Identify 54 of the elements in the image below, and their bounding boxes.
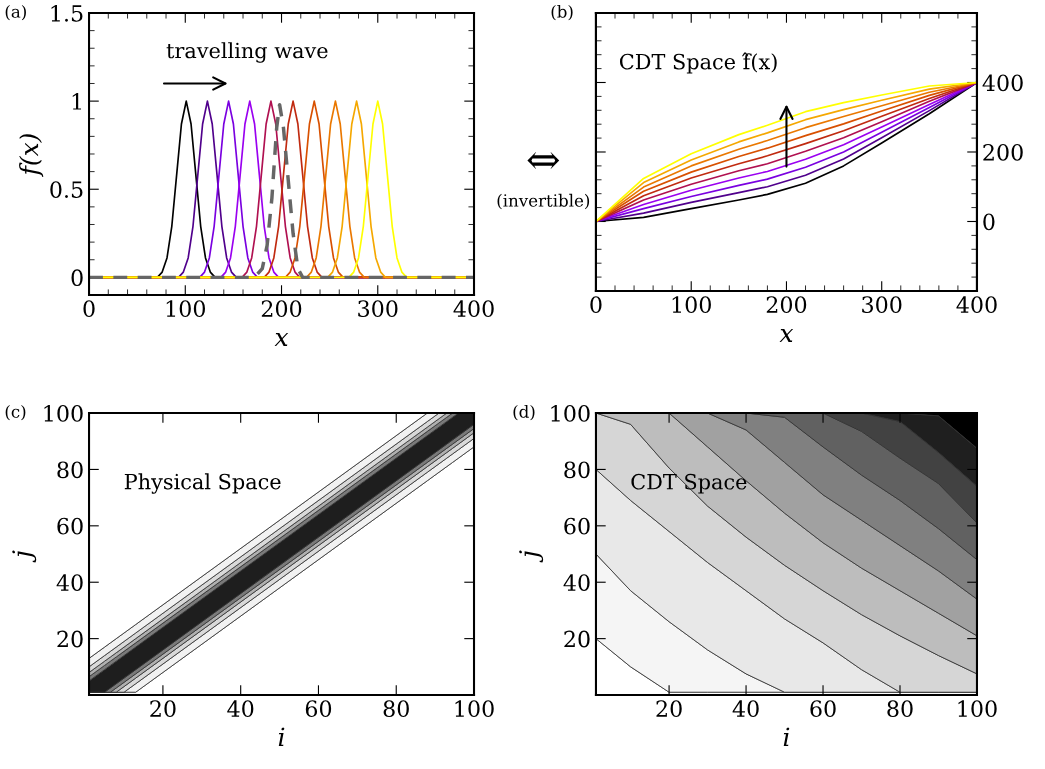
y-tick-label: 1 <box>72 93 82 110</box>
annotation: travelling wave <box>166 42 328 63</box>
y2-tick-label: 200 <box>983 143 1023 161</box>
x-tick-label: 20 <box>150 700 176 718</box>
x-axis-title: x <box>274 332 289 346</box>
x-tick-label: 200 <box>261 300 302 318</box>
x-axis-title: i <box>783 727 790 746</box>
x-tick-label: 60 <box>810 700 836 718</box>
x-tick-label: 100 <box>958 700 997 718</box>
y-tick-label: 20 <box>564 630 590 648</box>
annotation: Physical Space <box>124 473 281 494</box>
text: (c) <box>5 404 26 421</box>
x-tick-label: 40 <box>732 700 759 718</box>
y-tick-label: 0 <box>71 269 83 287</box>
annotation: CDT Space <box>631 473 747 494</box>
x-tick-label: 100 <box>672 296 711 314</box>
x-tick-label: 40 <box>227 700 254 718</box>
y2-tick-label: 400 <box>982 74 1023 92</box>
x-tick-label: 0 <box>83 300 95 318</box>
x-tick-label: 80 <box>383 700 409 718</box>
text: (invertible) <box>497 193 590 210</box>
text: (a) <box>5 4 26 21</box>
x-tick-label: 60 <box>305 700 332 718</box>
y-tick-label: 20 <box>57 630 83 648</box>
y-axis-title: f(x) <box>19 134 44 177</box>
x-tick-label: 80 <box>887 700 913 718</box>
y-tick-label: 40 <box>563 574 590 591</box>
x-tick-label: 100 <box>166 300 206 318</box>
y-tick-label: 100 <box>44 404 83 422</box>
x-tick-label: 400 <box>956 296 997 314</box>
x-tick-label: 20 <box>656 700 682 718</box>
x-tick-label: 300 <box>358 300 398 318</box>
x-tick-label: 100 <box>455 700 494 718</box>
text: (b) <box>551 4 573 21</box>
y-axis-title: j <box>12 550 37 563</box>
x-tick-label: 400 <box>453 300 494 318</box>
x-axis-title: i <box>278 727 285 746</box>
y-tick-label: 60 <box>564 517 590 535</box>
text: ⇔ <box>527 151 560 169</box>
x-tick-label: 200 <box>766 296 807 314</box>
x-axis-title: x <box>779 328 794 342</box>
y-tick-label: 1.5 <box>51 4 83 22</box>
y-tick-label: 60 <box>57 517 83 535</box>
y-axis-title: j <box>519 550 544 563</box>
x-tick-label: 300 <box>862 296 902 314</box>
y2-tick-label: 0 <box>983 213 995 231</box>
y-tick-label: 100 <box>551 404 590 422</box>
text: (d) <box>513 404 535 421</box>
y-tick-label: 40 <box>56 574 83 591</box>
annotation: CDT Space f̂(x) <box>619 52 777 74</box>
y-tick-label: 80 <box>57 461 83 479</box>
y-tick-label: 80 <box>564 461 590 479</box>
y-tick-label: 0.5 <box>50 181 83 198</box>
x-tick-label: 0 <box>590 296 602 314</box>
